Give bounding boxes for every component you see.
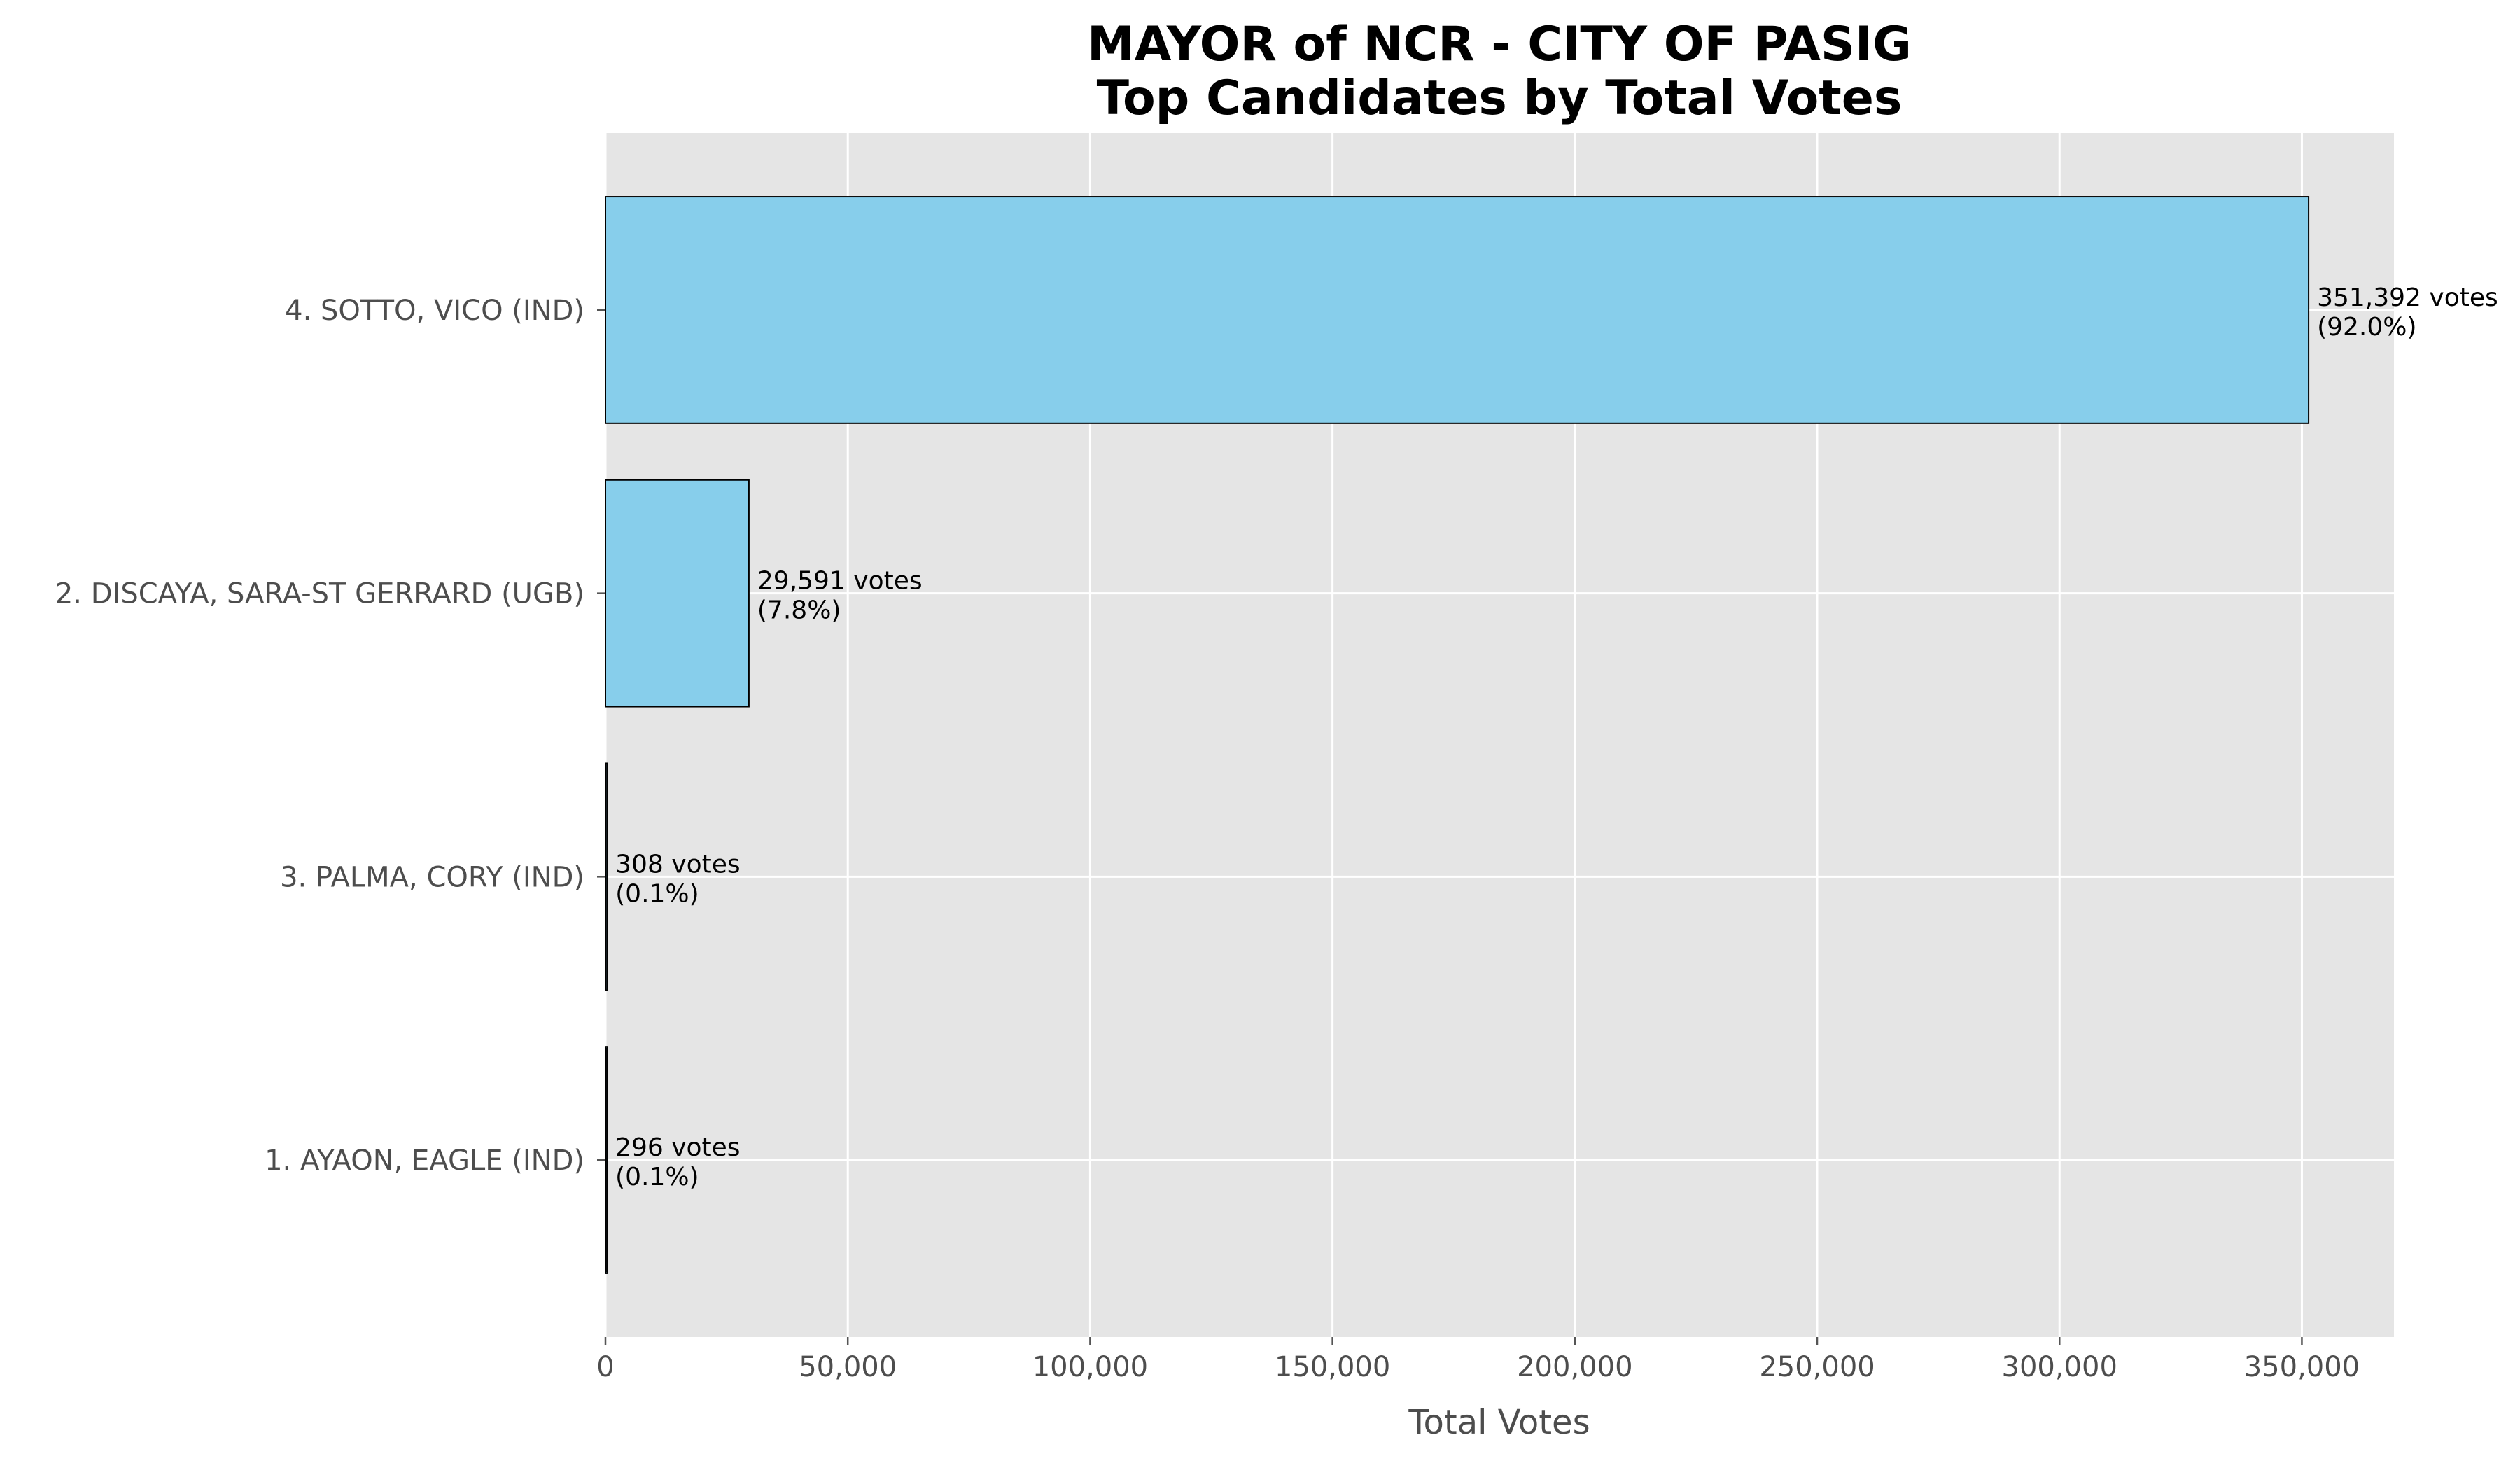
value-label: 351,392 votes — [2317, 284, 2498, 312]
percent-label: (92.0%) — [2317, 313, 2416, 342]
x-tick-label: 50,000 — [799, 1351, 897, 1383]
bar — [605, 1046, 608, 1274]
axis-ticks: 0 50,000 100,000 150,000 200,000 250,000 300,0… — [55, 295, 2360, 1383]
x-tick-label: 150,000 — [1275, 1351, 1390, 1383]
bar — [605, 762, 608, 991]
value-label: 296 votes — [615, 1133, 741, 1162]
data-labels: 351,392 votes(92.0%) 29,591 votes(7.8%) 30… — [615, 284, 2498, 1191]
y-tick-label: 2. DISCAYA, SARA-ST GERRARD (UGB) — [55, 578, 584, 610]
x-tick-label: 350,000 — [2244, 1351, 2360, 1383]
x-tick-label: 300,000 — [2002, 1351, 2118, 1383]
x-tick-label: 200,000 — [1517, 1351, 1632, 1383]
y-tick-label: 3. PALMA, CORY (IND) — [280, 861, 584, 893]
percent-label: (0.1%) — [615, 879, 699, 908]
x-tick-label: 0 — [596, 1351, 614, 1383]
x-tick-label: 250,000 — [1759, 1351, 1875, 1383]
bars — [605, 196, 2310, 1274]
chart-subtitle: Top Candidates by Total Votes — [1097, 71, 1903, 126]
percent-label: (7.8%) — [757, 596, 841, 625]
value-label: 29,591 votes — [757, 567, 923, 596]
percent-label: (0.1%) — [615, 1163, 699, 1191]
value-label: 308 votes — [615, 850, 741, 878]
x-axis-label: Total Votes — [1408, 1403, 1590, 1442]
bar — [605, 196, 2310, 424]
chart-title: MAYOR of NCR - CITY OF PASIG — [1087, 17, 1912, 72]
bar — [605, 479, 750, 708]
y-tick-label: 1. AYAON, EAGLE (IND) — [265, 1144, 584, 1177]
y-tick-label: 4. SOTTO, VICO (IND) — [285, 295, 584, 327]
x-tick-label: 100,000 — [1032, 1351, 1148, 1383]
